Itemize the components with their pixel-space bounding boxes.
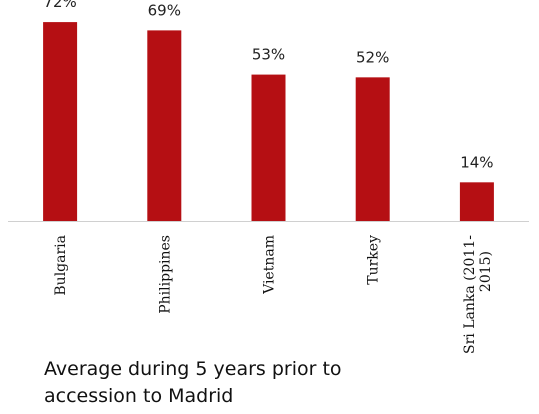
footnote-line-2: accession to Madrid [44,385,234,407]
bar [43,22,78,221]
category-label: Bulgaria [53,235,69,296]
category-label: Sri Lanka (2011-2015) [462,235,494,354]
category-label: Turkey [366,235,382,285]
value-labels: 72% 69% 53% 52% 14% [43,0,493,171]
bar-value-label: 53% [252,46,285,64]
footnote-line-1: Average during 5 years prior to [44,358,342,380]
category-labels: Bulgaria Philippines Vietnam Turkey Sri Lank… [53,235,494,354]
bar-value-label: 72% [43,0,76,11]
bar-value-label: 14% [460,153,493,171]
bar [355,77,390,221]
bar-value-label: 69% [148,1,181,19]
bars [43,22,494,222]
bar [459,182,494,221]
category-label: Philippines [157,235,173,314]
bar [147,30,182,222]
category-label: Vietnam [262,235,278,295]
chart-footnote: Average during 5 years prior to accessio… [44,356,424,410]
bar-value-label: 52% [356,48,389,66]
bar [251,74,286,222]
